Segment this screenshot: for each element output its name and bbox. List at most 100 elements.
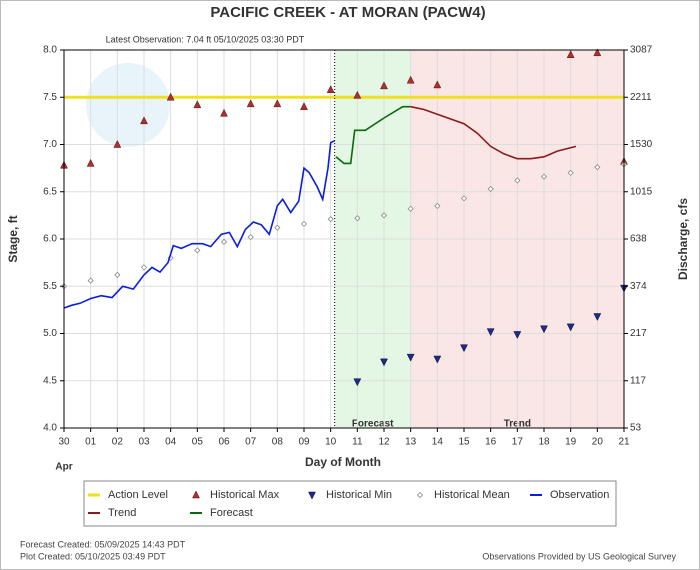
x-tick-label: 11 [352, 437, 363, 448]
marker-min [353, 378, 362, 387]
marker-max [220, 108, 228, 117]
y-tick-label: 7.0 [43, 139, 57, 150]
marker-max [433, 80, 442, 89]
x-tick-label: 08 [272, 437, 284, 448]
marker-mean [114, 271, 121, 278]
marker-min [566, 323, 575, 332]
legend-swatch [308, 491, 316, 500]
x-tick-label: 19 [565, 437, 577, 448]
x-tick-label: 01 [85, 437, 97, 448]
region-label: Forecast [352, 419, 394, 430]
marker-mean [514, 177, 521, 184]
legend-box [83, 480, 617, 527]
marker-mean [327, 216, 334, 223]
marker-mean [380, 212, 388, 219]
noaa-watermark [86, 63, 170, 147]
y-tick-label: 7.5 [43, 92, 57, 103]
chart-title: PACIFIC CREEK - AT MORAN (PACW4) [210, 4, 485, 21]
x-tick-label: 12 [378, 437, 390, 448]
marker-mean [274, 224, 281, 231]
marker-max [353, 90, 362, 99]
marker-mean [407, 205, 414, 212]
x-axis-label: Day of Month [305, 455, 381, 469]
legend-swatch [416, 491, 424, 499]
x-tick-label: 14 [432, 437, 444, 448]
x-tick-label: 03 [138, 437, 150, 448]
y-tick-label: 5.5 [43, 281, 57, 292]
legend-label: Historical Mean [434, 489, 510, 501]
y-tick-label: 6.0 [43, 234, 57, 245]
x-tick-label: 15 [458, 437, 470, 448]
marker-mean [460, 195, 468, 202]
marker-max [593, 48, 602, 57]
marker-max [380, 81, 388, 90]
x-tick-label: 21 [618, 437, 630, 448]
footer-plot: Plot Created: 05/10/2025 03:49 PDT [20, 551, 166, 561]
y-tick-label: 5.0 [43, 328, 57, 339]
legend-label: Forecast [210, 507, 253, 519]
x-tick-label: 16 [485, 437, 497, 448]
marker-min [380, 358, 388, 367]
marker-max [566, 50, 575, 58]
month-label: Apr [55, 462, 72, 473]
marker-max [326, 85, 335, 93]
x-tick-label: 05 [192, 437, 204, 448]
footer-forecast: Forecast Created: 05/09/2025 14:43 PDT [20, 539, 186, 549]
marker-min [486, 328, 495, 337]
y2-tick-label: 1530 [630, 139, 653, 150]
y2-tick-label: 53 [630, 423, 642, 434]
marker-mean [594, 164, 601, 171]
x-tick-label: 02 [112, 437, 124, 448]
series-line [410, 105, 577, 160]
marker-min [540, 325, 548, 334]
plot-area: Forecast Trend [60, 48, 628, 430]
marker-mean [220, 238, 228, 245]
marker-min [406, 353, 415, 362]
x-tick-label: 04 [165, 437, 177, 448]
y-tick-label: 8.0 [43, 45, 57, 56]
x-tick-label: 06 [218, 437, 230, 448]
legend-label: Observation [550, 489, 609, 501]
y-tick-label: 6.5 [43, 186, 57, 197]
x-tick-label: 09 [298, 437, 310, 448]
marker-max [113, 139, 122, 148]
y2-tick-label: 117 [630, 375, 646, 386]
marker-mean [567, 169, 574, 176]
marker-max [140, 116, 148, 125]
y2-axis-label: Discharge, cfs [676, 198, 690, 280]
subtitle: Latest Observation: 7.04 ft 05/10/2025 0… [106, 34, 305, 44]
plot-border [63, 49, 625, 429]
y2-tick-label: 374 [630, 281, 647, 292]
marker-max [193, 100, 202, 109]
marker-min [433, 355, 442, 364]
y2-tick-label: 217 [630, 328, 647, 339]
legend-swatch [192, 490, 200, 499]
x-tick-label: 13 [405, 437, 417, 448]
marker-mean [434, 202, 441, 209]
y2-tick-label: 638 [630, 234, 647, 245]
footer-source: Observations Provided by US Geological S… [482, 551, 676, 561]
marker-max [246, 99, 255, 108]
x-tick-label: 10 [325, 437, 337, 448]
marker-max [86, 158, 95, 167]
y-axis-label: Stage, ft [6, 215, 20, 262]
x-tick-label: 30 [58, 437, 70, 448]
legend-label: Action Level [108, 489, 168, 501]
series-line [335, 105, 411, 165]
x-tick-label: 20 [592, 437, 604, 448]
series-line [63, 139, 336, 309]
marker-mean [87, 277, 94, 284]
y2-tick-label: 1015 [630, 186, 653, 197]
legend-label: Trend [108, 507, 136, 519]
marker-mean [140, 264, 148, 271]
y-tick-label: 4.0 [43, 423, 57, 434]
x-tick-label: 07 [245, 437, 257, 448]
x-tick-label: 18 [538, 437, 550, 448]
marker-max [273, 99, 282, 108]
marker-max [300, 102, 308, 110]
marker-max [406, 75, 415, 84]
marker-mean [487, 185, 494, 192]
marker-mean [247, 234, 254, 241]
x-tick-label: 17 [512, 437, 524, 448]
